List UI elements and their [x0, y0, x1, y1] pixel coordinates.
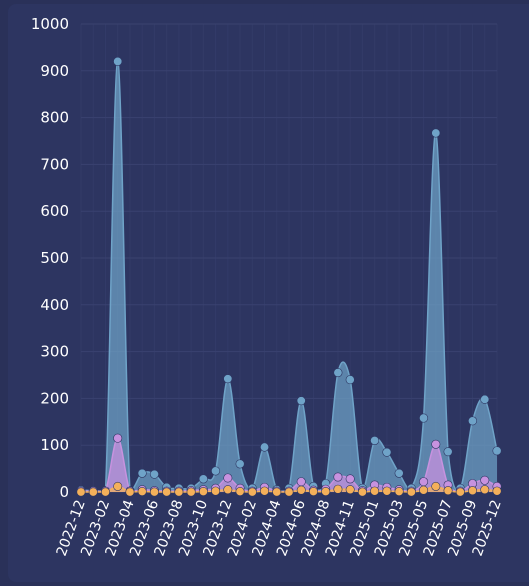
series-2-point — [431, 439, 441, 449]
y-tick-label: 1000 — [31, 15, 69, 33]
series-3-point — [455, 487, 465, 497]
series-2-point — [345, 474, 355, 484]
series-2-point — [296, 477, 306, 487]
y-tick-label: 500 — [40, 249, 69, 267]
series-3-area — [81, 486, 497, 492]
series-1-point — [370, 436, 380, 446]
y-tick-label: 300 — [40, 343, 69, 361]
series-2-point — [480, 475, 490, 485]
series-1-point — [260, 442, 270, 452]
series-3-point — [223, 485, 233, 495]
series-3-point — [394, 487, 404, 497]
y-tick-label: 600 — [40, 202, 69, 220]
y-tick-label: 0 — [59, 483, 69, 501]
series-3-point — [260, 486, 270, 496]
series-1-point — [211, 466, 221, 476]
series-1-point — [480, 394, 490, 404]
series-3-point — [88, 487, 98, 497]
series-1-point — [419, 413, 429, 423]
y-tick-label: 800 — [40, 109, 69, 127]
series-3-point — [443, 486, 453, 496]
series-1-point — [492, 446, 502, 456]
series-3-point — [272, 487, 282, 497]
y-tick-label: 700 — [40, 155, 69, 173]
series-3-point — [492, 486, 502, 496]
series-3-point — [321, 487, 331, 497]
series-3-point — [149, 487, 159, 497]
series-3-point — [333, 484, 343, 494]
series-3-point — [174, 487, 184, 497]
series-3-point — [198, 487, 208, 497]
y-tick-label: 400 — [40, 296, 69, 314]
series-3-point — [125, 487, 135, 497]
series-3-point — [419, 485, 429, 495]
series-2-point — [223, 473, 233, 483]
series-3-point — [100, 487, 110, 497]
series-1-point — [345, 375, 355, 385]
series-3-point — [345, 485, 355, 495]
series-1-point — [468, 416, 478, 426]
series-3-point — [235, 487, 245, 497]
series-1-point — [149, 469, 159, 479]
y-tick-label: 100 — [40, 436, 69, 454]
series-3-point — [480, 485, 490, 495]
series-2-area — [81, 438, 497, 492]
y-tick-label: 200 — [40, 389, 69, 407]
series-3-point — [162, 487, 172, 497]
series-1-point — [443, 447, 453, 457]
series-1-point — [137, 468, 147, 478]
series-1-point — [394, 468, 404, 478]
series-3-point — [284, 487, 294, 497]
series-3-point — [211, 486, 221, 496]
series-1-point — [198, 474, 208, 484]
series-3-point — [113, 481, 123, 491]
series-1-point — [382, 447, 392, 457]
series-2-point — [419, 477, 429, 487]
series-3-point — [308, 487, 318, 497]
series-3-point — [186, 487, 196, 497]
series-3-point — [76, 487, 86, 497]
series-3-point — [247, 487, 257, 497]
series-1-point — [296, 396, 306, 406]
series-3-point — [468, 486, 478, 496]
series-1-point — [113, 56, 123, 66]
y-tick-label: 900 — [40, 62, 69, 80]
series-2-point — [333, 472, 343, 482]
series-1-point — [431, 128, 441, 138]
series-3-point — [382, 486, 392, 496]
series-1-point — [235, 459, 245, 469]
series-3-point — [296, 485, 306, 495]
series-3-point — [137, 487, 147, 497]
series-1-point — [223, 374, 233, 384]
series-3-point — [370, 486, 380, 496]
series-1-point — [333, 368, 343, 378]
series-1-area — [81, 61, 497, 492]
series-2-point — [113, 433, 123, 443]
series-3-point — [406, 487, 416, 497]
series-3-point — [431, 481, 441, 491]
series-3-point — [357, 487, 367, 497]
